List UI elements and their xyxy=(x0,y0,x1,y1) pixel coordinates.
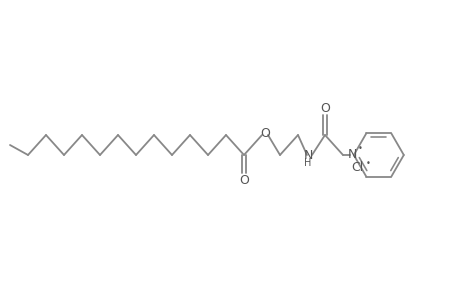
Text: O: O xyxy=(319,101,329,115)
Text: •: • xyxy=(364,158,369,167)
Text: N: N xyxy=(302,148,312,161)
Text: •: • xyxy=(357,143,361,152)
Text: H: H xyxy=(304,158,311,168)
Text: N: N xyxy=(347,148,357,160)
Text: O: O xyxy=(259,127,269,140)
Text: O: O xyxy=(239,173,248,187)
Text: Cl: Cl xyxy=(351,160,363,173)
